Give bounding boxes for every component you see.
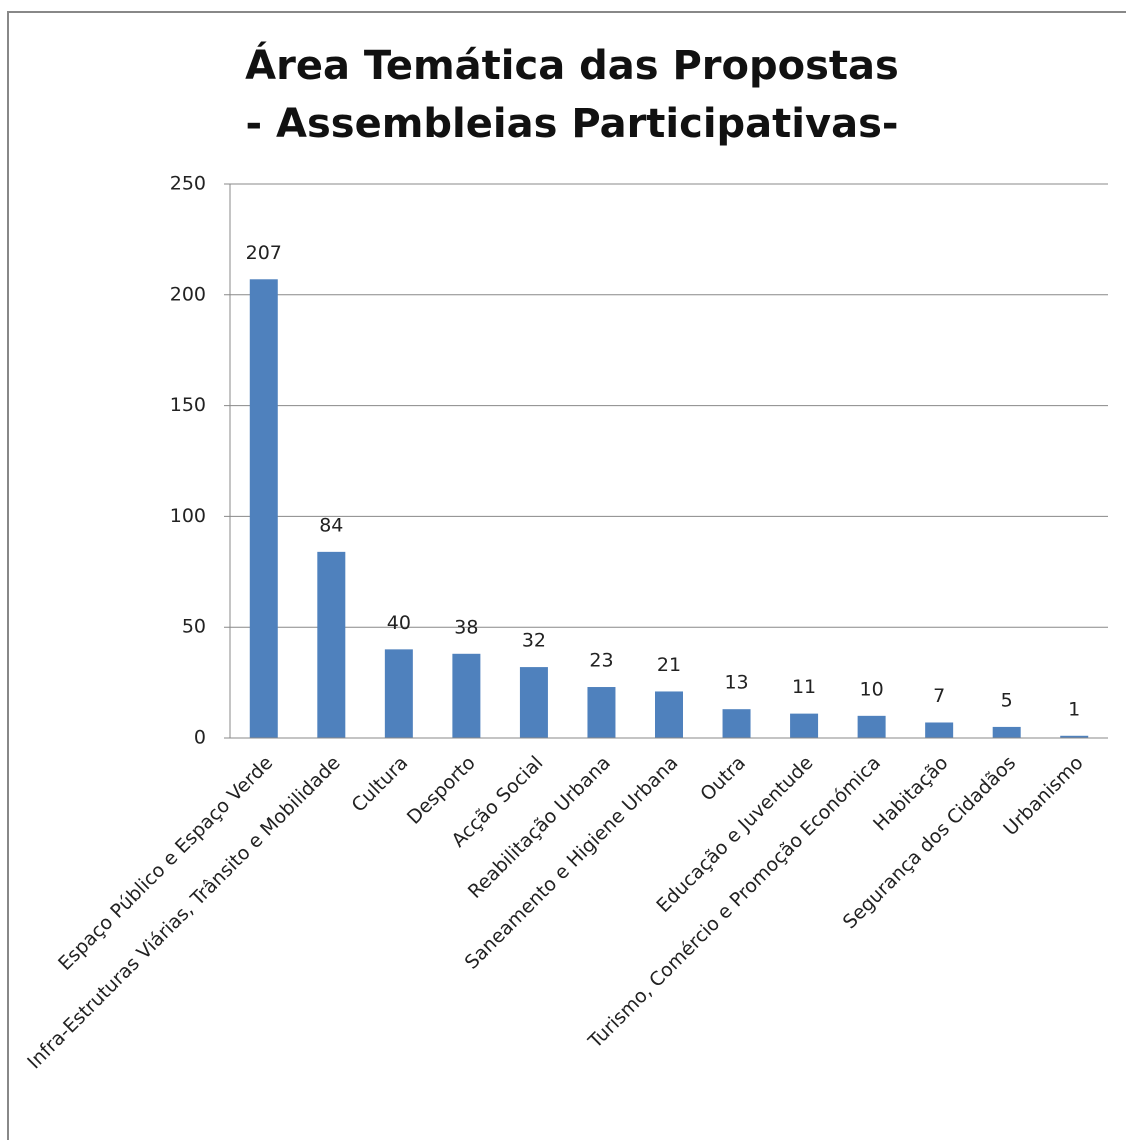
y-tick-label: 150 [170, 394, 206, 416]
y-tick-label: 0 [194, 727, 206, 749]
data-label: 5 [1001, 689, 1013, 711]
bar [925, 722, 954, 738]
data-label: 1 [1068, 698, 1080, 720]
chart-title: Área Temática das Propostas [245, 41, 899, 89]
y-tick-label: 200 [170, 283, 206, 305]
bar [384, 649, 413, 738]
chart-title: - Assembleias Participativas- [246, 101, 899, 147]
bar [1060, 735, 1089, 738]
x-tick-label: Outra [696, 752, 750, 806]
y-tick-label: 250 [170, 173, 206, 195]
data-label: 13 [724, 672, 748, 694]
data-label: 21 [657, 654, 681, 676]
bar [249, 279, 278, 738]
bar [790, 713, 819, 738]
data-label: 40 [387, 612, 411, 634]
data-label: 207 [246, 242, 282, 264]
y-tick-label: 50 [182, 616, 206, 638]
data-label: 38 [454, 616, 478, 638]
data-label: 7 [933, 685, 945, 707]
bar [452, 653, 481, 738]
bar [317, 551, 346, 738]
chart-frame [7, 11, 1126, 1140]
bar [857, 715, 886, 738]
y-tick-label: 100 [170, 505, 206, 527]
bar [519, 667, 548, 738]
data-label: 11 [792, 676, 816, 698]
data-label: 32 [522, 630, 546, 652]
bar [722, 709, 751, 738]
bar [992, 726, 1021, 738]
data-label: 23 [589, 650, 613, 672]
x-tick-label: Cultura [348, 752, 413, 817]
bar [655, 691, 683, 738]
x-tick-label: Infra-Estruturas Viárias, Trânsito e Mob… [23, 752, 344, 1073]
data-label: 84 [319, 514, 343, 536]
data-label: 10 [860, 678, 884, 700]
bar [587, 687, 616, 738]
